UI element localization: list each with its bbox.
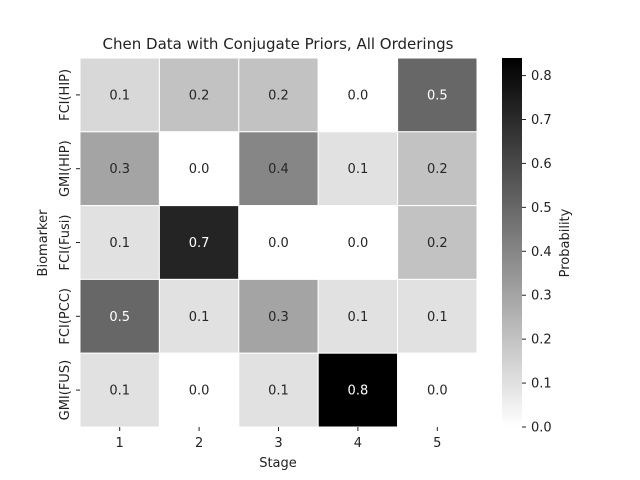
cell-value-label: 0.2: [268, 88, 289, 103]
x-tick-label: 2: [195, 436, 203, 451]
heatmap-cell: [238, 278, 319, 354]
cell-value-label: 0.2: [427, 162, 448, 177]
heatmap-cell: [238, 131, 319, 207]
y-axis-ticks: FCI(HIP) GMI(HIP) FCI(Fusi) FCI(PCC) GMI(FUS…: [58, 69, 80, 420]
heatmap-cell: [397, 57, 478, 133]
colorbar-tick-label: 0.1: [531, 377, 552, 392]
cell-value-label: 0.0: [348, 88, 369, 103]
heatmap-cells: [79, 57, 478, 428]
x-tick-label: 4: [354, 436, 362, 451]
cell-value-label: 0.4: [268, 162, 289, 177]
heatmap-cell: [158, 57, 240, 133]
heatmap-cell: [158, 205, 240, 280]
cell-value-label: 0.1: [268, 384, 289, 399]
heatmap-cell: [79, 131, 160, 207]
y-tick-label: FCI(HIP): [58, 69, 73, 121]
y-axis-label: Biomarker: [36, 209, 51, 277]
colorbar-tick-label: 0.6: [531, 157, 552, 172]
x-axis-label: Stage: [259, 456, 297, 471]
cell-value-label: 0.1: [109, 384, 130, 399]
cell-value-label: 0.1: [348, 162, 369, 177]
y-tick-label: FCI(Fusi): [58, 215, 73, 271]
heatmap-cell: [317, 57, 399, 133]
cell-value-label: 0.7: [189, 236, 210, 251]
x-tick-label: 3: [274, 436, 282, 451]
cell-value-label: 0.0: [348, 236, 369, 251]
colorbar-tick-label: 0.5: [531, 201, 552, 216]
x-tick-label: 1: [116, 436, 124, 451]
colorbar: [502, 58, 522, 427]
cell-value-label: 0.8: [348, 384, 369, 399]
colorbar-tick-label: 0.3: [531, 289, 552, 304]
colorbar-tick-label: 0.2: [531, 333, 552, 348]
cell-labels: 0.1 0.2 0.2 0.0 0.5 0.3 0.0 0.4 0.1 0.2 0.1 0.7 0.0 0…: [109, 88, 447, 398]
chart-title: Chen Data with Conjugate Priors, All Ord…: [103, 35, 454, 53]
cell-value-label: 0.1: [109, 88, 130, 103]
heatmap-cell: [397, 352, 478, 428]
cell-value-label: 0.0: [189, 162, 210, 177]
heatmap-cell: [238, 57, 319, 133]
y-tick-label: GMI(FUS): [58, 360, 73, 421]
heatmap-cell: [158, 278, 240, 354]
colorbar-tick-label: 0.7: [531, 113, 552, 128]
heatmap-cell: [79, 57, 160, 133]
cell-value-label: 0.3: [109, 162, 130, 177]
heatmap-cell: [79, 352, 160, 428]
cell-value-label: 0.0: [427, 384, 448, 399]
colorbar-label: Probability: [558, 208, 573, 277]
cell-value-label: 0.1: [189, 310, 210, 325]
colorbar-tick-label: 0.4: [531, 245, 552, 260]
cell-value-label: 0.0: [189, 384, 210, 399]
colorbar-tick-label: 0.0: [531, 421, 552, 436]
heatmap-cell: [397, 205, 478, 280]
cell-value-label: 0.5: [427, 88, 448, 103]
heatmap-cell: [238, 205, 319, 280]
cell-value-label: 0.2: [427, 236, 448, 251]
cell-value-label: 0.1: [427, 310, 448, 325]
cell-value-label: 0.1: [348, 310, 369, 325]
x-axis-ticks: 1 2 3 4 5: [116, 427, 441, 451]
cell-value-label: 0.3: [268, 310, 289, 325]
cell-value-label: 0.2: [189, 88, 210, 103]
cell-value-label: 0.0: [268, 236, 289, 251]
cell-value-label: 0.5: [109, 310, 130, 325]
heatmap-cell: [158, 352, 240, 428]
heatmap-cell: [397, 278, 478, 354]
heatmap-cell: [238, 352, 319, 428]
heatmap-cell: [397, 131, 478, 207]
colorbar-tick-label: 0.8: [531, 69, 552, 84]
y-tick-label: GMI(HIP): [58, 140, 73, 197]
cell-value-label: 0.1: [109, 236, 130, 251]
colorbar-ticks: 0.0 0.1 0.2 0.3 0.4 0.5 0.6 0.7 0.8: [522, 69, 552, 436]
heatmap-cell: [317, 278, 399, 354]
x-tick-label: 5: [433, 436, 441, 451]
y-tick-label: FCI(PCC): [58, 288, 73, 345]
heatmap-cell: [317, 205, 399, 280]
